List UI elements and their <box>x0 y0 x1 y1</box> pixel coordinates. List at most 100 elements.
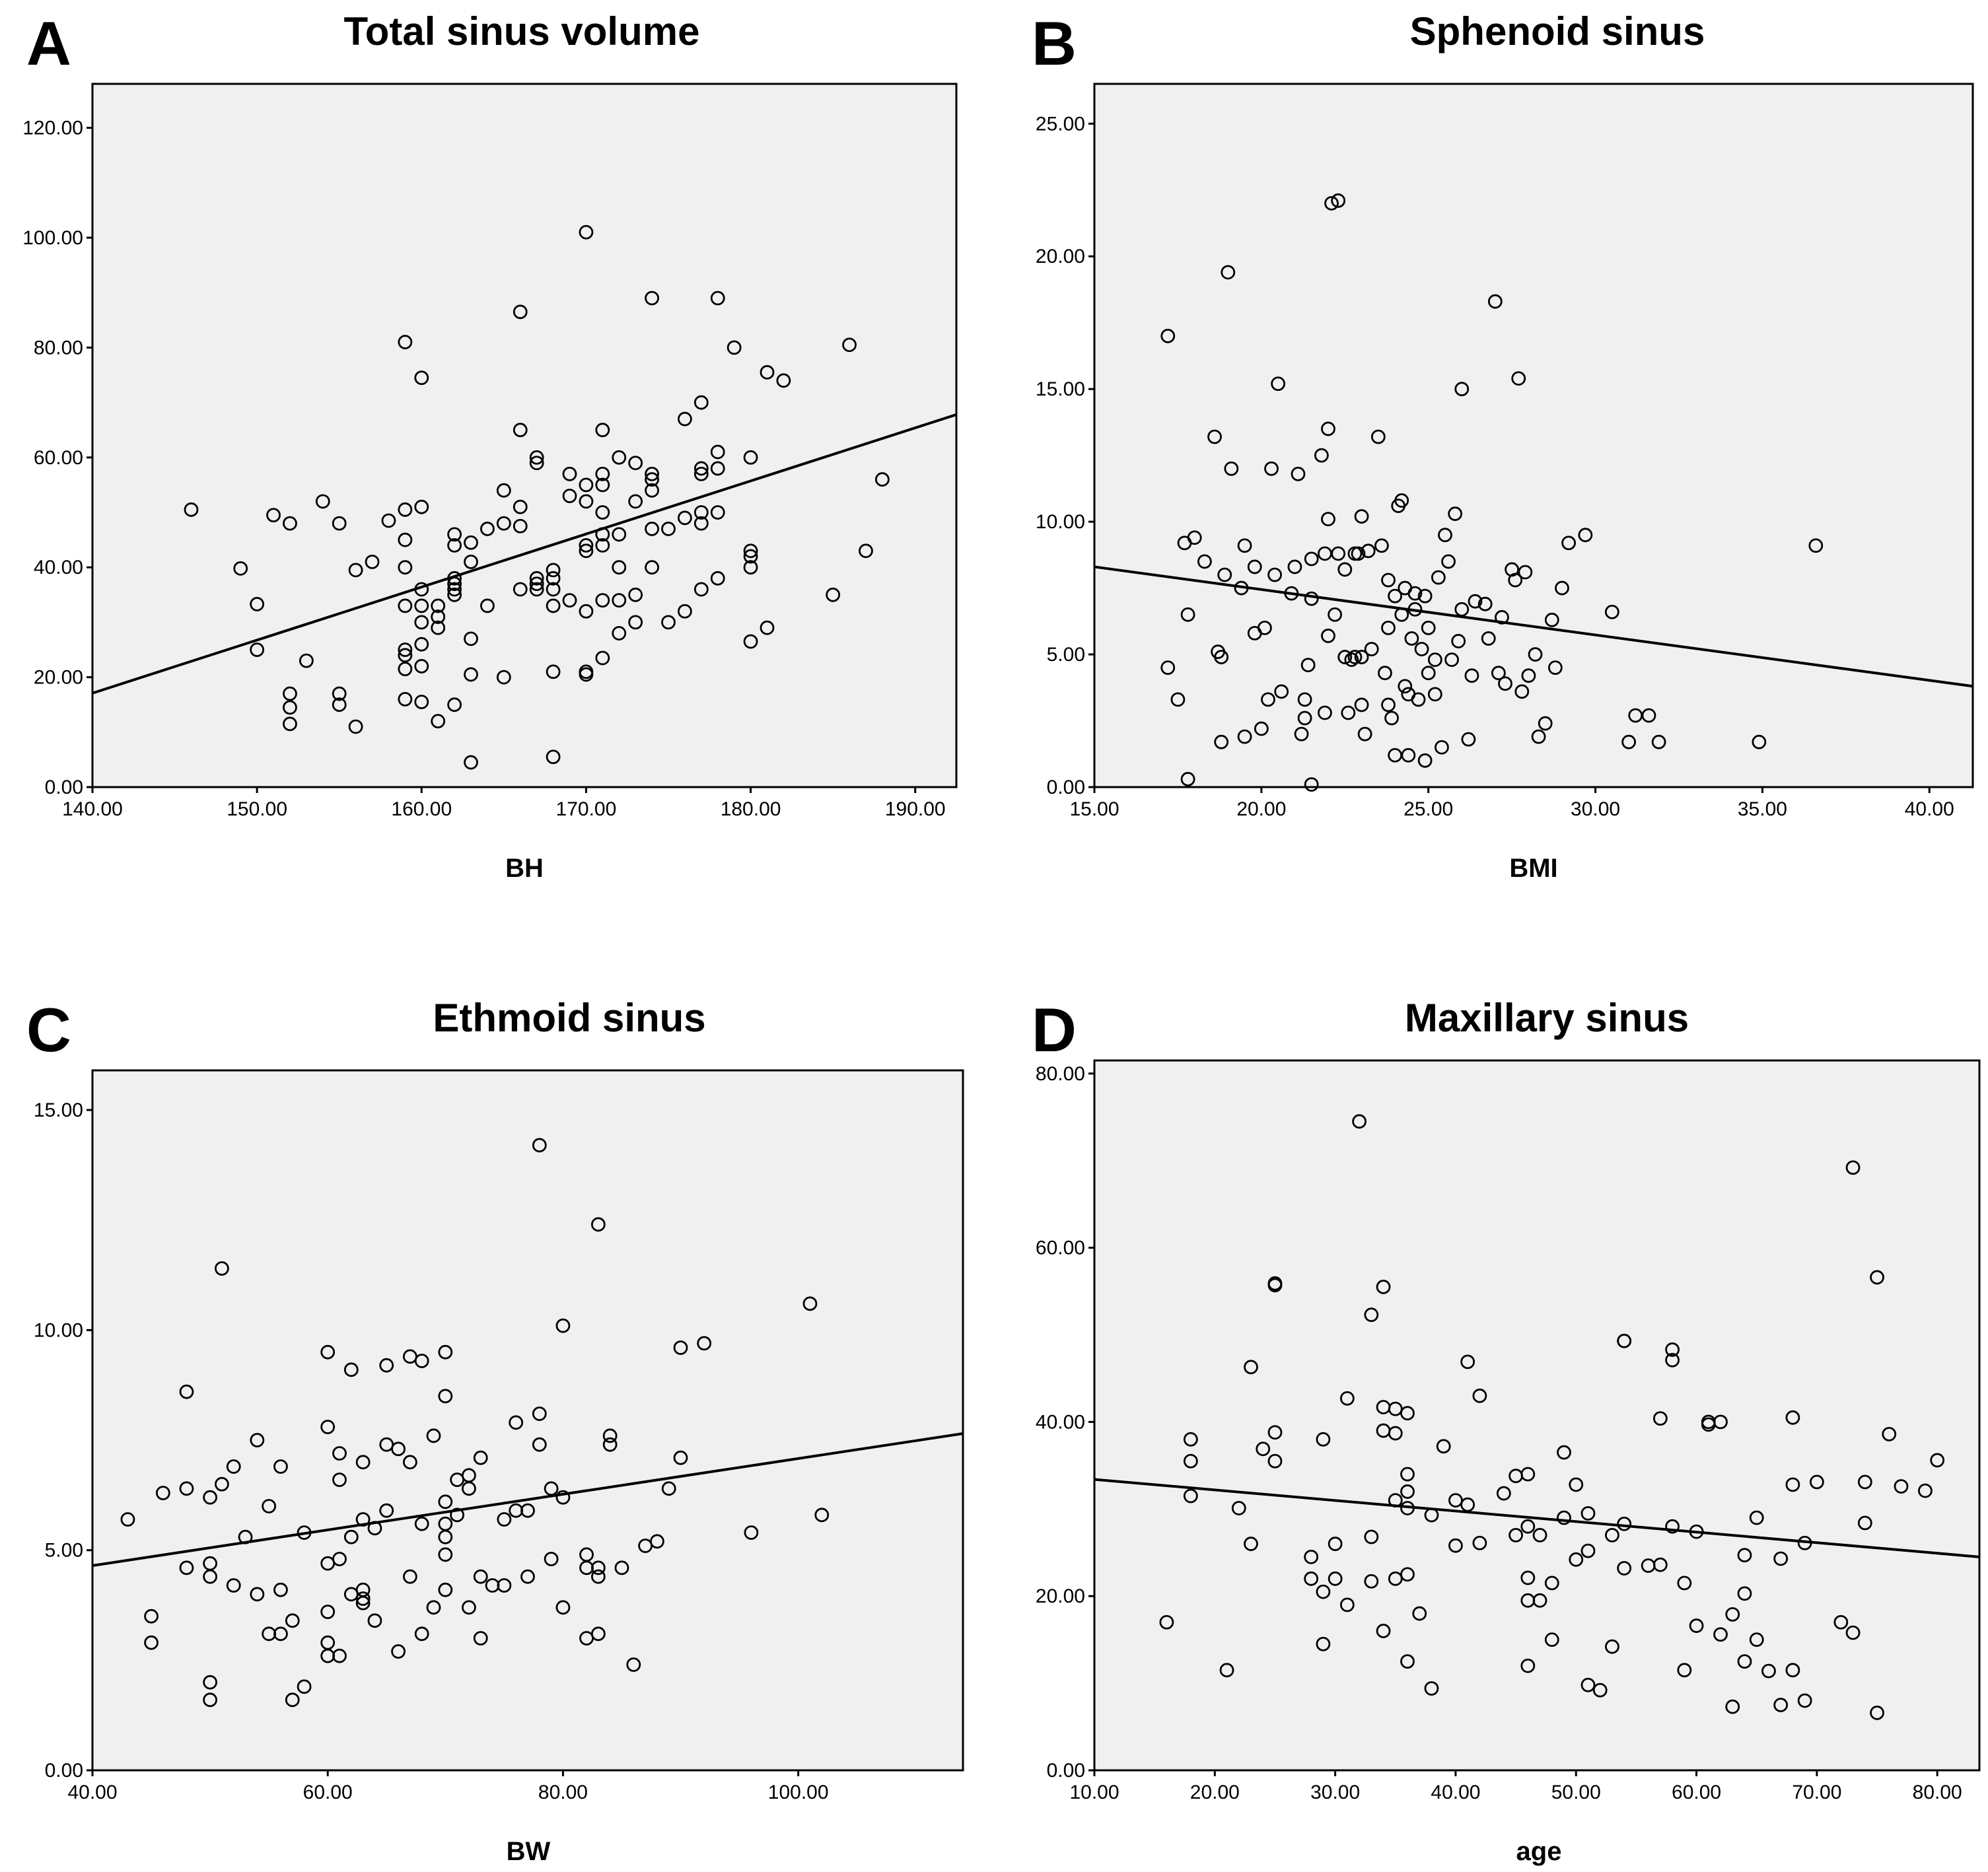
data-point <box>1477 596 1493 611</box>
data-point <box>1400 1467 1415 1482</box>
data-point <box>1267 1276 1283 1291</box>
data-point <box>1918 1483 1933 1498</box>
data-point <box>1337 650 1353 664</box>
data-point <box>520 1503 535 1518</box>
data-point <box>1498 676 1512 691</box>
data-point <box>546 749 561 765</box>
data-point <box>1557 1445 1571 1460</box>
data-point <box>1561 536 1576 551</box>
data-point <box>1511 371 1526 386</box>
data-point <box>612 560 627 575</box>
data-point <box>626 1657 641 1672</box>
data-point <box>1737 1654 1752 1669</box>
data-point <box>590 1560 606 1576</box>
y-tick-label: 10.00 <box>1036 511 1085 533</box>
data-point <box>645 472 659 487</box>
data-point <box>1773 1698 1789 1712</box>
data-point <box>628 615 643 630</box>
y-tick-label: 10.00 <box>34 1319 83 1341</box>
data-point <box>743 560 758 575</box>
data-point <box>802 1296 818 1311</box>
data-point <box>678 510 692 526</box>
data-point <box>1857 1474 1872 1490</box>
data-point <box>398 642 413 657</box>
data-point <box>497 1512 512 1527</box>
data-point <box>1785 1477 1800 1492</box>
data-point <box>1381 572 1396 588</box>
y-tick-label: 60.00 <box>1036 1237 1085 1259</box>
data-point <box>438 1389 453 1404</box>
data-point <box>1378 666 1392 681</box>
data-point <box>1331 193 1346 208</box>
data-point <box>414 598 429 613</box>
x-tick-label: 160.00 <box>391 798 452 820</box>
data-points <box>184 225 890 770</box>
data-point <box>1316 1636 1331 1651</box>
x-tick-label: 100.00 <box>768 1782 829 1803</box>
data-point <box>1398 679 1413 694</box>
data-point <box>215 1476 229 1492</box>
data-point <box>391 1441 406 1457</box>
regression-line <box>1094 1478 1980 1558</box>
data-point <box>1491 666 1506 681</box>
data-point <box>562 593 577 608</box>
data-point <box>579 604 594 619</box>
chart-title: Ethmoid sinus <box>433 996 705 1040</box>
data-point <box>1421 666 1436 681</box>
y-tick-label: 80.00 <box>34 337 83 359</box>
data-point <box>1870 1706 1884 1720</box>
data-point <box>1435 740 1449 755</box>
data-point <box>710 571 725 586</box>
data-point <box>1388 1571 1403 1586</box>
data-point <box>776 373 791 388</box>
data-point <box>612 450 627 465</box>
data-point <box>1652 1557 1668 1572</box>
data-point <box>348 719 363 734</box>
data-point <box>1749 1510 1764 1525</box>
data-point <box>1354 697 1369 712</box>
x-tick-label: 60.00 <box>303 1782 353 1803</box>
panel-letter-a: A <box>26 9 71 78</box>
data-point <box>398 335 413 349</box>
data-point <box>1424 1681 1439 1696</box>
data-point <box>710 291 725 306</box>
data-point <box>179 1560 194 1576</box>
data-point <box>250 1433 265 1447</box>
data-point <box>391 1644 406 1659</box>
panel-c-ethmoid-sinus: C Ethmoid sinus 40.00 60.00 80.00 100.00 0.0… <box>26 995 964 1866</box>
x-tick-label: 10.00 <box>1069 1782 1119 1803</box>
data-point <box>562 489 577 503</box>
data-point <box>438 1529 453 1544</box>
data-point <box>590 1569 606 1584</box>
data-point <box>1532 1593 1547 1608</box>
data-point <box>226 1459 241 1474</box>
data-point <box>1555 580 1569 596</box>
data-point <box>438 1344 453 1360</box>
data-point <box>1578 528 1593 543</box>
data-point <box>426 1428 441 1443</box>
data-point <box>1180 772 1195 786</box>
data-point <box>874 472 890 487</box>
data-point <box>1520 1519 1536 1534</box>
data-point <box>1183 1488 1198 1504</box>
data-point <box>1331 546 1346 561</box>
data-point <box>398 502 413 517</box>
data-point <box>1401 747 1416 763</box>
data-point <box>497 1578 512 1593</box>
data-point <box>529 576 544 592</box>
data-point <box>661 615 676 630</box>
data-point <box>1557 1510 1571 1525</box>
data-point <box>1444 652 1460 667</box>
data-point <box>673 1450 688 1465</box>
x-tick-label: 140.00 <box>62 798 123 820</box>
data-point <box>431 714 446 729</box>
data-point <box>1569 1477 1584 1492</box>
data-point <box>1454 382 1470 397</box>
data-point <box>1381 697 1396 712</box>
x-tick-label: 30.00 <box>1571 798 1620 820</box>
data-point <box>332 697 347 712</box>
data-point <box>1364 1574 1379 1589</box>
data-point <box>496 516 511 531</box>
regression-line <box>1094 565 1973 688</box>
data-point <box>1544 1632 1559 1647</box>
